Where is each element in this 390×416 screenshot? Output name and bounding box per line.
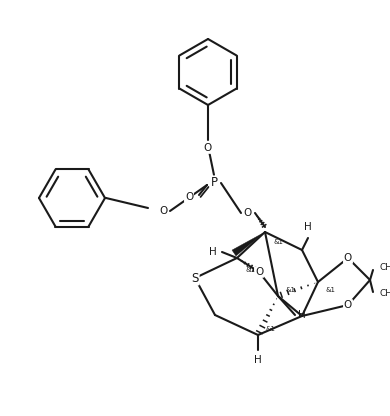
Text: H: H (304, 222, 312, 232)
Text: O: O (185, 192, 193, 202)
Text: O: O (255, 267, 263, 277)
Text: O: O (344, 253, 352, 263)
Text: &1: &1 (273, 239, 283, 245)
Polygon shape (232, 232, 265, 256)
Text: &1: &1 (266, 326, 276, 332)
Text: O: O (159, 206, 167, 216)
Text: &1: &1 (286, 287, 296, 293)
Text: H: H (298, 310, 306, 320)
Text: &1: &1 (245, 267, 255, 273)
Text: H: H (254, 355, 262, 365)
Text: O: O (244, 208, 252, 218)
Text: O: O (204, 143, 212, 153)
Text: O: O (344, 300, 352, 310)
Text: &1: &1 (326, 287, 336, 293)
Text: P: P (211, 176, 218, 190)
Text: S: S (191, 272, 199, 285)
Text: CH₃: CH₃ (380, 290, 390, 299)
Text: H: H (209, 247, 217, 257)
Text: CH₃: CH₃ (380, 263, 390, 272)
